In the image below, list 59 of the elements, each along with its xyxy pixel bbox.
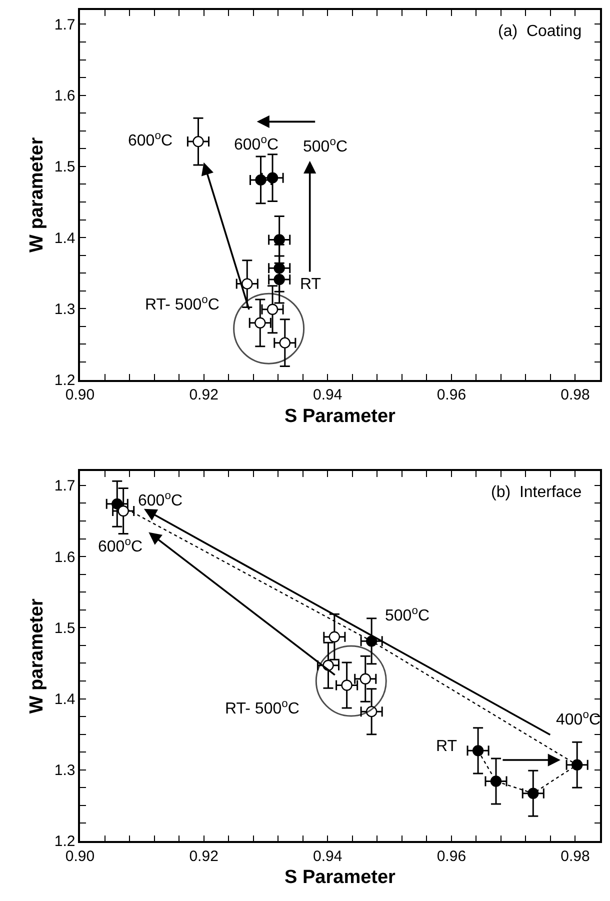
point [192, 136, 204, 148]
x-tick-label: 0.90 [65, 386, 95, 404]
point [490, 776, 502, 787]
annotation: 400$^{o}$C [556, 709, 600, 729]
y-tick-label: 1.6 [54, 548, 76, 566]
y-tick-label: 1.4 [54, 230, 76, 247]
annotation: (a) Coating [498, 23, 582, 40]
y-tick-label: 1.7 [54, 478, 76, 495]
y-tick-label: 1.3 [54, 762, 76, 780]
x-tick-label: 0.96 [436, 848, 466, 865]
y-tick-label: 1.7 [54, 16, 76, 34]
point [274, 234, 285, 246]
annotation: 600$^{o}$C [234, 134, 278, 154]
x-tick-label: 0.96 [436, 386, 466, 404]
point [328, 631, 340, 642]
annotation: 600$^{o}$C [138, 490, 182, 510]
y-axis-title: W parameter [26, 598, 48, 714]
point [341, 680, 352, 691]
x-tick-label: 0.98 [560, 386, 590, 404]
x-tick-label: 0.90 [65, 848, 95, 865]
y-tick-label: 1.3 [54, 300, 76, 318]
annotation: RT [436, 738, 458, 755]
annotation: 500$^{o}$C [385, 605, 430, 625]
y-tick-label: 1.2 [54, 833, 76, 850]
y-tick-label: 1.5 [54, 158, 76, 176]
y-tick-label: 1.5 [54, 620, 76, 637]
x-axis-title: S Parameter [284, 406, 396, 427]
point [118, 505, 129, 517]
annotation: RT- 500$^{o}$C [145, 294, 220, 314]
point [572, 759, 583, 770]
point [254, 317, 266, 328]
x-tick-label: 0.94 [313, 386, 342, 404]
y-axis-title: W parameter [26, 136, 48, 252]
point [266, 172, 278, 184]
x-tick-label: 0.92 [189, 848, 218, 865]
point [255, 174, 266, 186]
point [266, 304, 278, 315]
x-tick-label: 0.94 [313, 848, 342, 865]
y-tick-label: 1.4 [54, 691, 76, 708]
annotation: (b) Interface [491, 484, 582, 501]
point [472, 745, 484, 756]
annotation: 600$^{o}$C [128, 130, 172, 150]
point [274, 262, 285, 274]
y-tick-label: 1.2 [54, 372, 76, 390]
x-axis-title: S Parameter [284, 867, 396, 888]
point [242, 278, 253, 290]
annotation: 600$^{o}$C [98, 536, 142, 556]
point [366, 636, 378, 647]
point [112, 498, 123, 510]
y-tick-label: 1.6 [54, 88, 76, 105]
x-tick-label: 0.92 [189, 386, 218, 404]
point [360, 673, 371, 684]
x-tick-label: 0.98 [560, 848, 590, 865]
point [528, 788, 539, 799]
annotation: RT [300, 276, 322, 293]
annotation: 500$^{o}$C [303, 136, 348, 156]
annotation: RT- 500$^{o}$C [225, 698, 300, 718]
point [274, 274, 285, 286]
point [279, 337, 290, 348]
